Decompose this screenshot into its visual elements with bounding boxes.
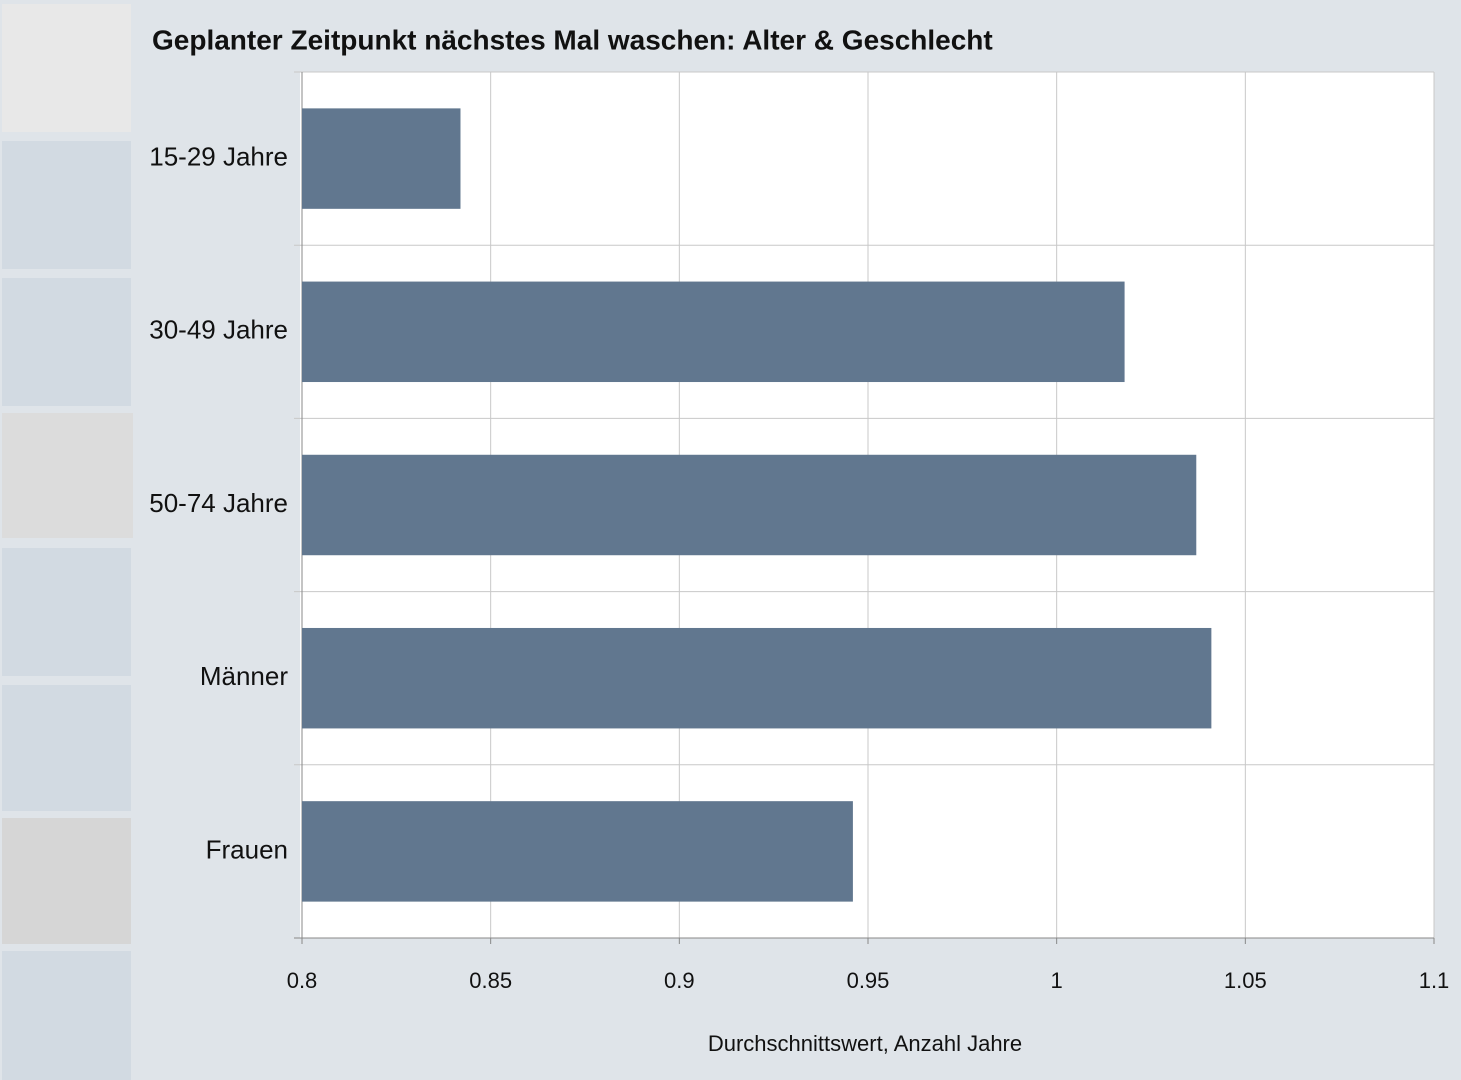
x-tick-label: 0.8 [287, 968, 318, 993]
x-axis-label: Durchschnittswert, Anzahl Jahre [708, 1031, 1022, 1056]
x-tick-label: 1.1 [1419, 968, 1450, 993]
bar [302, 108, 461, 209]
x-tick-label: 1 [1051, 968, 1063, 993]
x-tick-label: 0.85 [469, 968, 512, 993]
photo-tile [2, 4, 131, 132]
y-tick-label: 50-74 Jahre [149, 488, 288, 518]
y-tick-label: Frauen [206, 834, 288, 864]
y-tick-label: Männer [200, 661, 288, 691]
tile [2, 548, 131, 676]
y-tick-label: 15-29 Jahre [149, 141, 288, 171]
x-tick-label: 0.95 [847, 968, 890, 993]
chart-title: Geplanter Zeitpunkt nächstes Mal waschen… [152, 24, 993, 55]
bar [302, 627, 1212, 729]
photo-tile [2, 413, 133, 538]
y-tick-label: 30-49 Jahre [149, 315, 288, 345]
tile [2, 278, 131, 406]
tile [2, 685, 131, 811]
side-tiles [2, 4, 133, 1080]
x-tick-label: 1.05 [1224, 968, 1267, 993]
tile [2, 951, 131, 1080]
bar [302, 454, 1197, 556]
x-tick-label: 0.9 [664, 968, 695, 993]
bar [302, 281, 1125, 383]
photo-tile [2, 818, 131, 944]
bar [302, 801, 853, 902]
tile [2, 141, 131, 269]
